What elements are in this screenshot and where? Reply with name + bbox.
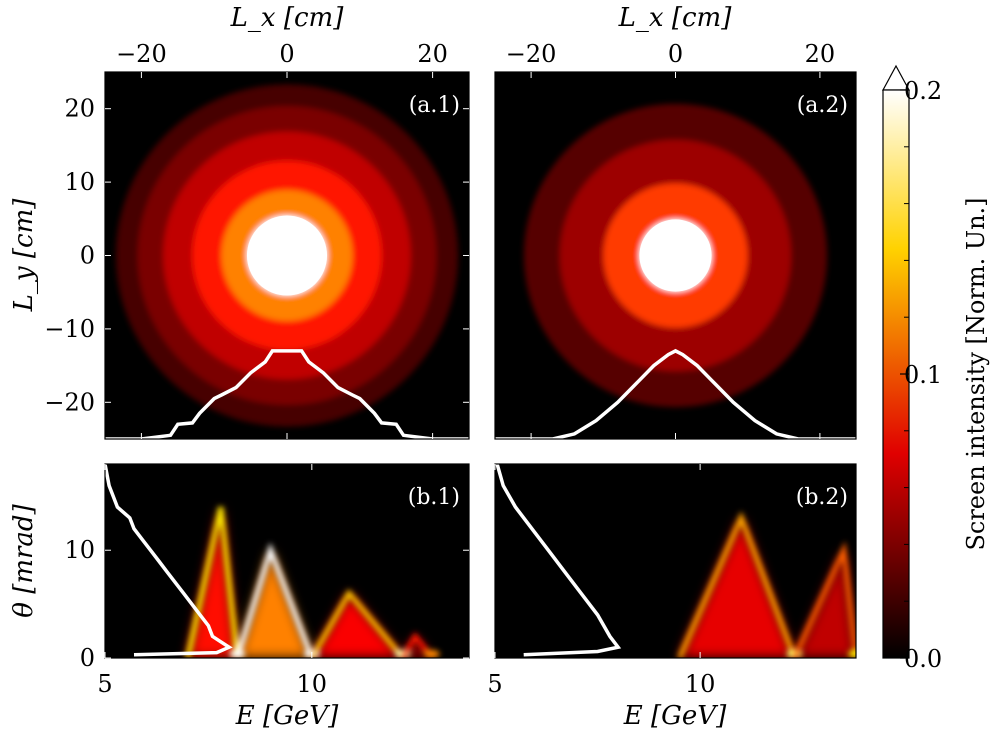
colorbar-ticks: 0.0 0.1 0.2 [900, 77, 942, 673]
saturated-core [639, 219, 712, 292]
panel-a2-rings [523, 103, 828, 408]
panel-b1-ridges [185, 506, 440, 658]
panel-a1: (a.1) −20 0 20 −20 −10 0 10 20 [44, 40, 470, 440]
y-tick-label: 10 [64, 168, 95, 196]
panel-a1-x-axis-title: L_x [cm] [230, 3, 345, 33]
colorbar-tick-label: 0.1 [904, 361, 942, 389]
panel-a2-label: (a.2) [797, 93, 848, 118]
x-tick-label: 5 [487, 670, 502, 698]
ridge-glow [679, 517, 856, 658]
panel-b1: (b.1) 5 10 0 10 [64, 463, 470, 698]
panel-b1-y-axis-title: θ [mrad] [9, 503, 39, 617]
spectral-ridge-edge [792, 541, 856, 658]
ridge-foot-hotspot [423, 650, 440, 658]
x-tick-label: 20 [805, 40, 836, 68]
y-tick-label: 0 [80, 242, 95, 270]
colorbar-title: Screen intensity [Norm. Un.] [962, 197, 990, 550]
x-tick-label: −20 [506, 40, 557, 68]
spectral-ridge-edge [234, 542, 315, 658]
saturated-core [246, 215, 328, 296]
x-tick-label: 10 [685, 670, 716, 698]
spectral-ridge [237, 550, 312, 658]
spectral-ridge-edge [309, 588, 405, 658]
panel-a1-rings [115, 84, 459, 427]
x-tick-label: 20 [417, 40, 448, 68]
panel-b2-frame [494, 463, 857, 659]
x-tick-label: 5 [97, 670, 112, 698]
x-tick-label: 0 [668, 40, 683, 68]
panel-b2-label: (b.2) [796, 485, 848, 510]
panel-b1-x-axis-title: E [GeV] [235, 701, 339, 731]
panel-b2-ticks: 5 10 [487, 464, 715, 698]
panel-b1-frame [104, 463, 470, 659]
x-tick-label: −20 [116, 40, 167, 68]
y-tick-label: 0 [80, 644, 95, 672]
y-tick-label: −20 [44, 388, 95, 416]
spectral-ridge [794, 550, 856, 658]
colorbar-tick-label: 0.0 [904, 645, 942, 673]
ridge-core [677, 511, 856, 658]
x-tick-label: 0 [279, 40, 294, 68]
panel-b2: (b.2) 5 10 [487, 463, 857, 698]
panel-b2-profile-line [495, 464, 622, 657]
panel-a2: (a.2) −20 0 20 [494, 40, 857, 440]
spectral-ridge [679, 517, 795, 658]
panel-b2-x-axis-title: E [GeV] [623, 701, 727, 731]
ridge-core [185, 506, 440, 658]
panel-b1-label: (b.1) [408, 485, 460, 510]
panel-a1-label: (a.1) [409, 93, 460, 118]
y-tick-label: −10 [44, 315, 95, 343]
y-tick-label: 10 [64, 536, 95, 564]
colorbar: 0.0 0.1 0.2 Screen intensity [Norm. Un.] [881, 64, 990, 673]
panel-a2-x-axis-title: L_x [cm] [618, 3, 733, 33]
panel-b2-ridges [677, 511, 856, 658]
spectral-ridge-edge [185, 506, 240, 658]
x-tick-label: 10 [297, 670, 328, 698]
panel-a1-ticks: −20 0 20 −20 −10 0 10 20 [44, 40, 469, 439]
panel-a1-y-axis-title: L_y [cm] [9, 198, 39, 313]
panel-a2-profile-line [495, 348, 856, 439]
panel-a1-profile-line [105, 349, 469, 439]
spectral-ridge [187, 507, 238, 658]
spectral-ridge-edge [677, 511, 797, 658]
spectral-ridge-edge [400, 631, 434, 658]
spectral-ridge [311, 593, 403, 658]
ridge-glow [187, 507, 432, 658]
colorbar-tick-label: 0.2 [904, 77, 942, 105]
panel-b1-profile-line [105, 464, 233, 657]
panel-b1-ticks: 5 10 0 10 [64, 464, 469, 698]
panel-a2-ticks: −20 0 20 [506, 40, 835, 439]
ridge-foot-hotspot [848, 650, 856, 658]
y-tick-label: 20 [64, 95, 95, 123]
